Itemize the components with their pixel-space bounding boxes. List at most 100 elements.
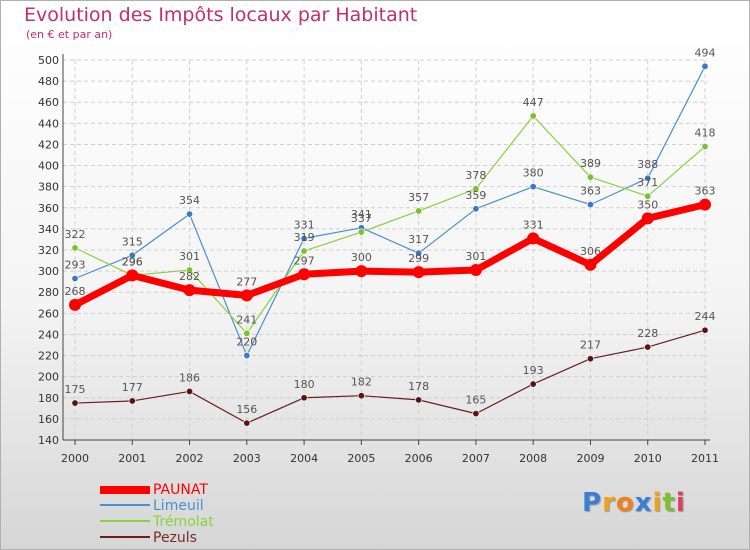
data-label-pezuls-2003: 156 (236, 403, 257, 416)
series-line-tremolat (74, 115, 706, 334)
series-line-pezuls (74, 329, 706, 424)
x-tick-label-2007: 2007 (462, 452, 490, 465)
y-tick-label-180: 180 (38, 392, 59, 405)
chart-subtitle: (en € et par an) (26, 28, 113, 41)
point-limeuil-2009 (586, 201, 594, 209)
data-label-tremolat-2007: 378 (465, 169, 486, 182)
point-limeuil-2002 (186, 210, 194, 218)
x-tick-label-2003: 2003 (233, 452, 261, 465)
point-tremolat-2005 (357, 228, 365, 236)
point-paunat-2010 (641, 212, 654, 225)
x-tick-label-2006: 2006 (405, 452, 433, 465)
point-limeuil-2011 (701, 62, 709, 70)
y-tick-label-460: 460 (38, 96, 59, 109)
point-limeuil-2010 (644, 174, 652, 182)
data-label-limeuil-2005: 341 (351, 208, 372, 221)
logo-letter: i (675, 488, 686, 518)
x-tick-label-2000: 2000 (61, 452, 89, 465)
point-pezuls-2005 (357, 392, 365, 400)
point-limeuil-2000 (71, 274, 79, 282)
series-line-limeuil (74, 66, 706, 357)
y-tick-label-200: 200 (38, 371, 59, 384)
data-label-pezuls-2007: 165 (465, 394, 486, 407)
data-label-tremolat-2010: 371 (637, 176, 658, 189)
y-tick-label-480: 480 (38, 75, 59, 88)
point-tremolat-2003 (243, 329, 251, 337)
y-tick-label-440: 440 (38, 117, 59, 130)
data-label-limeuil-2009: 363 (580, 185, 601, 198)
point-tremolat-2010 (644, 192, 652, 200)
data-label-pezuls-2002: 186 (179, 371, 200, 384)
legend-swatch-paunat (100, 486, 150, 494)
data-label-limeuil-2008: 380 (523, 167, 544, 180)
data-label-pezuls-2001: 177 (122, 381, 143, 394)
point-pezuls-2002 (186, 387, 194, 395)
data-label-paunat-2000: 268 (65, 285, 86, 298)
point-limeuil-2004 (300, 234, 308, 242)
point-pezuls-2011 (701, 326, 709, 334)
point-paunat-2001 (126, 269, 139, 282)
data-label-paunat-2010: 350 (637, 198, 658, 211)
y-tick-label-280: 280 (38, 286, 59, 299)
legend-label-paunat: PAUNAT (153, 482, 208, 498)
data-label-limeuil-2001: 315 (122, 235, 143, 248)
data-label-limeuil-2007: 359 (465, 189, 486, 202)
x-tick-label-2009: 2009 (576, 452, 604, 465)
x-tick-label-2002: 2002 (176, 452, 204, 465)
point-pezuls-2010 (644, 343, 652, 351)
data-label-paunat-2004: 297 (294, 254, 315, 267)
point-paunat-2009 (584, 258, 597, 271)
data-label-pezuls-2004: 180 (294, 378, 315, 391)
data-label-tremolat-2001: 296 (122, 255, 143, 268)
logo-letter: P (582, 488, 603, 518)
data-label-limeuil-2011: 494 (695, 46, 716, 59)
y-tick-label-160: 160 (38, 413, 59, 426)
data-label-tremolat-2005: 337 (351, 212, 372, 225)
legend-swatch-limeuil (100, 504, 150, 506)
y-tick-label-320: 320 (38, 244, 59, 257)
data-label-tremolat-2009: 389 (580, 157, 601, 170)
point-paunat-2011 (699, 198, 711, 211)
point-pezuls-2009 (586, 355, 594, 363)
point-limeuil-2007 (472, 205, 480, 213)
point-tremolat-2011 (701, 143, 709, 151)
legend-swatch-pezuls (100, 536, 150, 538)
legend-label-pezuls: Pezuls (153, 530, 197, 546)
logo-letter: o (615, 488, 635, 518)
point-tremolat-2009 (586, 173, 594, 181)
data-label-limeuil-2006: 317 (408, 233, 429, 246)
data-label-tremolat-2008: 447 (523, 96, 544, 109)
y-tick-label-240: 240 (38, 328, 59, 341)
point-paunat-2000 (69, 298, 81, 311)
data-label-pezuls-2011: 244 (695, 310, 716, 323)
data-label-tremolat-2002: 301 (179, 250, 200, 263)
legend-swatch-tremolat (100, 520, 150, 522)
point-tremolat-2006 (415, 207, 423, 215)
logo-letter: t (662, 488, 676, 518)
data-label-limeuil-2004: 331 (294, 218, 315, 231)
point-pezuls-2000 (71, 399, 79, 407)
point-tremolat-2007 (472, 185, 480, 193)
point-paunat-2006 (412, 266, 425, 279)
data-label-layer: 293 315 354 220 331 341 317 359 380 363 388 494 322 2… (65, 46, 716, 416)
logo-letter: x (634, 488, 653, 518)
point-paunat-2003 (240, 289, 253, 302)
chart-title: Evolution des Impôts locaux par Habitant (24, 4, 418, 26)
data-label-paunat-2009: 306 (580, 245, 601, 258)
y-tick-label-300: 300 (38, 265, 59, 278)
x-tick-label-2005: 2005 (347, 452, 375, 465)
data-label-pezuls-2005: 182 (351, 376, 372, 389)
y-tick-label-420: 420 (38, 138, 59, 151)
data-label-pezuls-2008: 193 (523, 364, 544, 377)
axes-layer: 140 160 180 200 220 240 260 280 300 320 340 360 380 4… (38, 54, 719, 465)
y-tick-label-140: 140 (38, 434, 59, 447)
data-label-limeuil-2002: 354 (179, 194, 200, 207)
y-tick-label-260: 260 (38, 307, 59, 320)
data-label-pezuls-2000: 175 (65, 383, 86, 396)
point-limeuil-2003 (243, 352, 251, 360)
data-label-pezuls-2010: 228 (637, 327, 658, 340)
data-label-paunat-2011: 363 (695, 185, 716, 198)
data-label-paunat-2007: 301 (465, 250, 486, 263)
